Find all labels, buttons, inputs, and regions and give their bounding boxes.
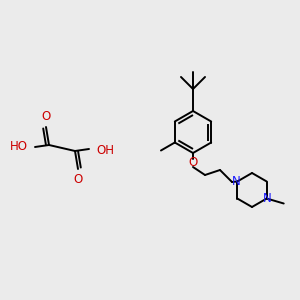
Text: N: N: [232, 175, 241, 188]
Text: O: O: [188, 157, 198, 169]
Text: O: O: [41, 110, 51, 123]
Text: O: O: [74, 173, 82, 186]
Text: OH: OH: [96, 143, 114, 157]
Text: HO: HO: [10, 140, 28, 152]
Text: N: N: [263, 192, 272, 205]
